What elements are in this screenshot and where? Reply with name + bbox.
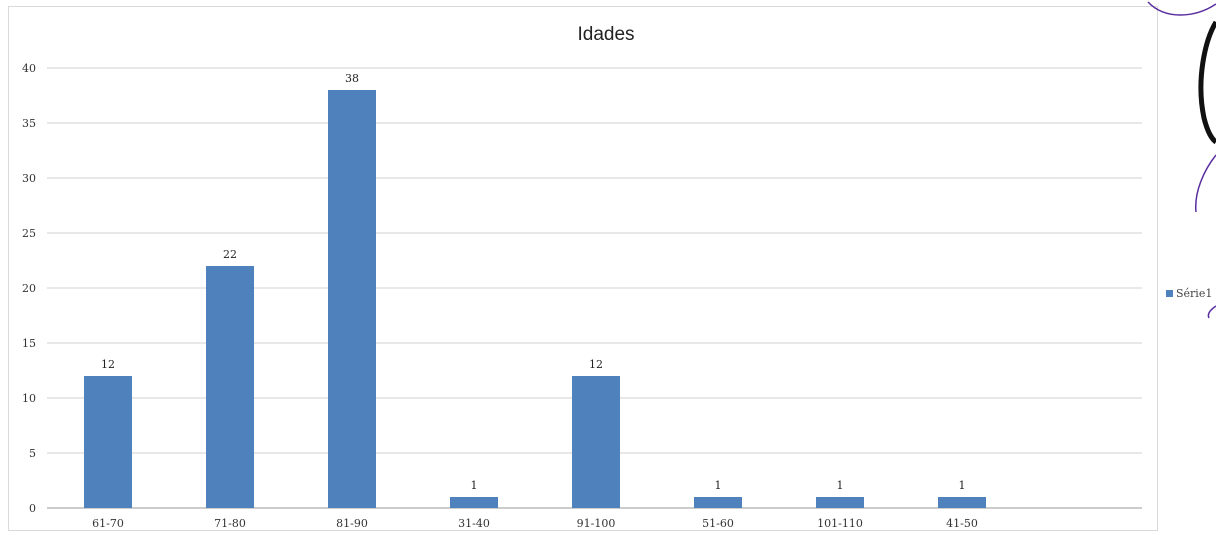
scribble-circle (1198, 20, 1216, 145)
y-tick-label: 35 (22, 117, 36, 130)
scribble-mark (1207, 305, 1216, 319)
y-tick-label: 15 (22, 337, 36, 350)
bar (328, 90, 376, 508)
scribble-arc (1195, 154, 1216, 213)
data-label: 12 (101, 358, 115, 371)
x-tick-label: 81-90 (336, 517, 368, 530)
x-tick-label: 91-100 (577, 517, 616, 530)
y-tick-label: 30 (22, 172, 36, 185)
x-tick-label: 61-70 (92, 517, 124, 530)
bar (206, 266, 254, 508)
x-tick-label: 31-40 (458, 517, 490, 530)
legend-label: Série1 (1176, 287, 1212, 300)
data-label: 1 (837, 479, 844, 492)
data-label: 38 (345, 72, 359, 85)
x-axis-ticks: 61-70 71-80 81-90 31-40 91-100 51-60 101-110 41… (92, 517, 978, 530)
y-tick-label: 10 (22, 392, 36, 405)
y-tick-label: 0 (29, 502, 36, 515)
data-label: 1 (715, 479, 722, 492)
y-axis-ticks: 0 5 10 15 20 25 30 35 40 (22, 62, 36, 515)
handwritten-scribble (1147, 1, 1216, 319)
bar (938, 497, 986, 508)
data-label: 12 (589, 358, 603, 371)
y-tick-label: 25 (22, 227, 36, 240)
bar (84, 376, 132, 508)
data-label: 22 (223, 248, 237, 261)
scribble-top (1147, 1, 1216, 16)
bar (572, 376, 620, 508)
x-tick-label: 51-60 (702, 517, 734, 530)
bar (816, 497, 864, 508)
y-tick-label: 20 (22, 282, 36, 295)
y-tick-label: 40 (22, 62, 36, 75)
legend-swatch (1166, 290, 1173, 297)
x-tick-label: 41-50 (946, 517, 978, 530)
chart-title: Idades (577, 24, 634, 45)
x-tick-label: 71-80 (214, 517, 246, 530)
bars (84, 90, 986, 508)
data-labels: 12 22 38 1 12 1 1 1 (101, 72, 966, 492)
legend: Série1 (1166, 287, 1212, 300)
y-tick-label: 5 (29, 447, 36, 460)
data-label: 1 (471, 479, 478, 492)
x-tick-label: 101-110 (817, 517, 863, 530)
bar (450, 497, 498, 508)
bar (694, 497, 742, 508)
data-label: 1 (959, 479, 966, 492)
